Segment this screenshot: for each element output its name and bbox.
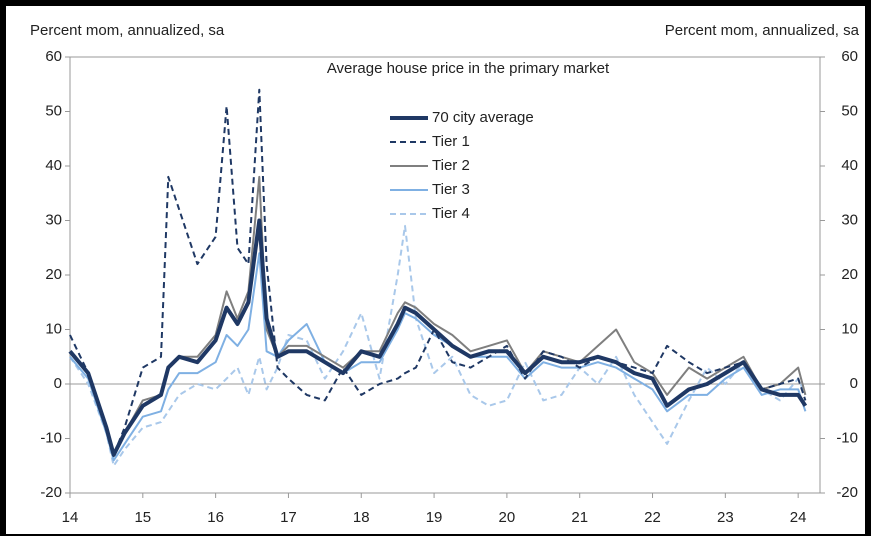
x-tick-label: 19 [426, 509, 443, 526]
y-tick-label: 60 [45, 48, 62, 65]
legend-label: Tier 1 [432, 133, 470, 150]
y2-tick-label: -10 [836, 429, 858, 446]
chart-title: Average house price in the primary marke… [327, 60, 610, 77]
legend-label: Tier 4 [432, 205, 470, 222]
y-tick-label: 20 [45, 266, 62, 283]
x-tick-label: 23 [717, 509, 734, 526]
x-tick-label: 15 [134, 509, 151, 526]
y2-tick-label: 30 [841, 211, 858, 228]
legend-label: Tier 3 [432, 181, 470, 198]
x-tick-label: 24 [790, 509, 807, 526]
x-tick-label: 21 [571, 509, 588, 526]
y2-tick-label: 60 [841, 48, 858, 65]
y2-tick-label: -20 [836, 484, 858, 501]
x-tick-label: 22 [644, 509, 661, 526]
background [6, 6, 865, 534]
y-tick-label: 50 [45, 102, 62, 119]
y2-axis-label: Percent mom, annualized, sa [665, 22, 860, 39]
x-tick-label: 18 [353, 509, 370, 526]
y2-tick-label: 50 [841, 102, 858, 119]
y-tick-label: 30 [45, 211, 62, 228]
y-tick-label: 10 [45, 320, 62, 337]
y-tick-label: 40 [45, 157, 62, 174]
series-line [68, 218, 808, 457]
y2-tick-label: 20 [841, 266, 858, 283]
x-tick-label: 16 [207, 509, 224, 526]
y-tick-label: -10 [40, 429, 62, 446]
series-line [69, 224, 807, 467]
series-line [69, 252, 807, 462]
y-axis-label: Percent mom, annualized, sa [30, 22, 225, 39]
x-tick-label: 20 [499, 509, 516, 526]
y2-tick-label: 40 [841, 157, 858, 174]
y-tick-label: -20 [40, 484, 62, 501]
y2-tick-label: 0 [850, 375, 858, 392]
x-tick-label: 17 [280, 509, 297, 526]
y2-tick-label: 10 [841, 320, 858, 337]
legend-label: 70 city average [432, 109, 534, 126]
y-tick-label: 0 [54, 375, 62, 392]
x-tick-label: 14 [62, 509, 79, 526]
legend-label: Tier 2 [432, 157, 470, 174]
